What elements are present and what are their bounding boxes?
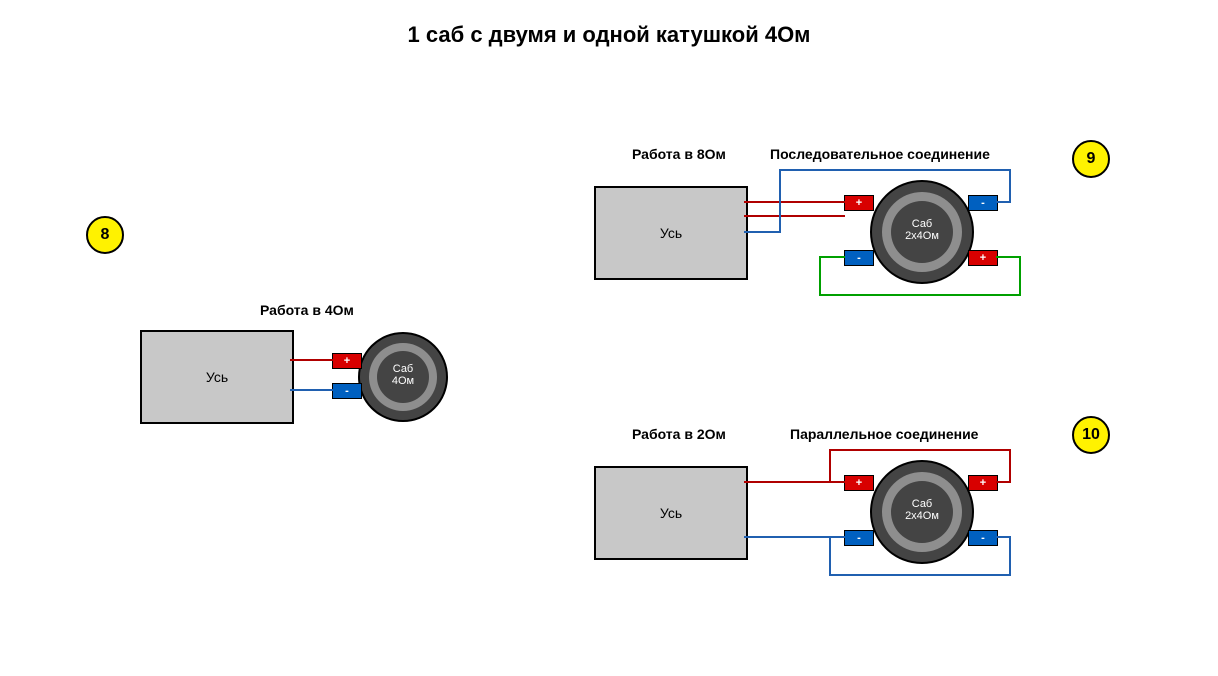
speaker-9-term-neg-l: - — [844, 250, 874, 266]
speaker-10-label-l2: 2х4Ом — [905, 510, 939, 522]
page-title: 1 саб с двумя и одной катушкой 4Ом — [0, 22, 1218, 48]
amp-10: Усь — [594, 466, 748, 560]
speaker-10-term-pos-l: + — [844, 475, 874, 491]
caption-10-right: Параллельное соединение — [790, 426, 978, 442]
speaker-10-label-l1: Саб — [912, 498, 933, 510]
speaker-9-label-l1: Саб — [912, 218, 933, 230]
badge-8: 8 — [86, 216, 124, 254]
amp-9: Усь — [594, 186, 748, 280]
speaker-10-term-pos-r: + — [968, 475, 998, 491]
speaker-8-label: Саб 4Ом — [360, 363, 446, 387]
caption-9-right: Последовательное соединение — [770, 146, 990, 162]
amp-8: Усь — [140, 330, 294, 424]
speaker-8-label-l2: 4Ом — [392, 375, 414, 387]
speaker-9-label-l2: 2х4Ом — [905, 230, 939, 242]
speaker-8-label-l1: Саб — [393, 363, 414, 375]
speaker-8: Саб 4Ом — [358, 332, 448, 422]
speaker-10: Саб 2х4Ом — [870, 460, 974, 564]
speaker-9: Саб 2х4Ом — [870, 180, 974, 284]
speaker-9-term-neg-r: - — [968, 195, 998, 211]
badge-10: 10 — [1072, 416, 1110, 454]
caption-8: Работа в 4Ом — [260, 302, 354, 318]
caption-10-left: Работа в 2Ом — [632, 426, 726, 442]
speaker-10-term-neg-r: - — [968, 530, 998, 546]
speaker-9-term-pos-l: + — [844, 195, 874, 211]
caption-9-left: Работа в 8Ом — [632, 146, 726, 162]
speaker-9-term-pos-r: + — [968, 250, 998, 266]
speaker-9-label: Саб 2х4Ом — [872, 218, 972, 242]
speaker-8-term-neg: - — [332, 383, 362, 399]
speaker-10-label: Саб 2х4Ом — [872, 498, 972, 522]
badge-9: 9 — [1072, 140, 1110, 178]
speaker-8-term-pos: + — [332, 353, 362, 369]
speaker-10-term-neg-l: - — [844, 530, 874, 546]
